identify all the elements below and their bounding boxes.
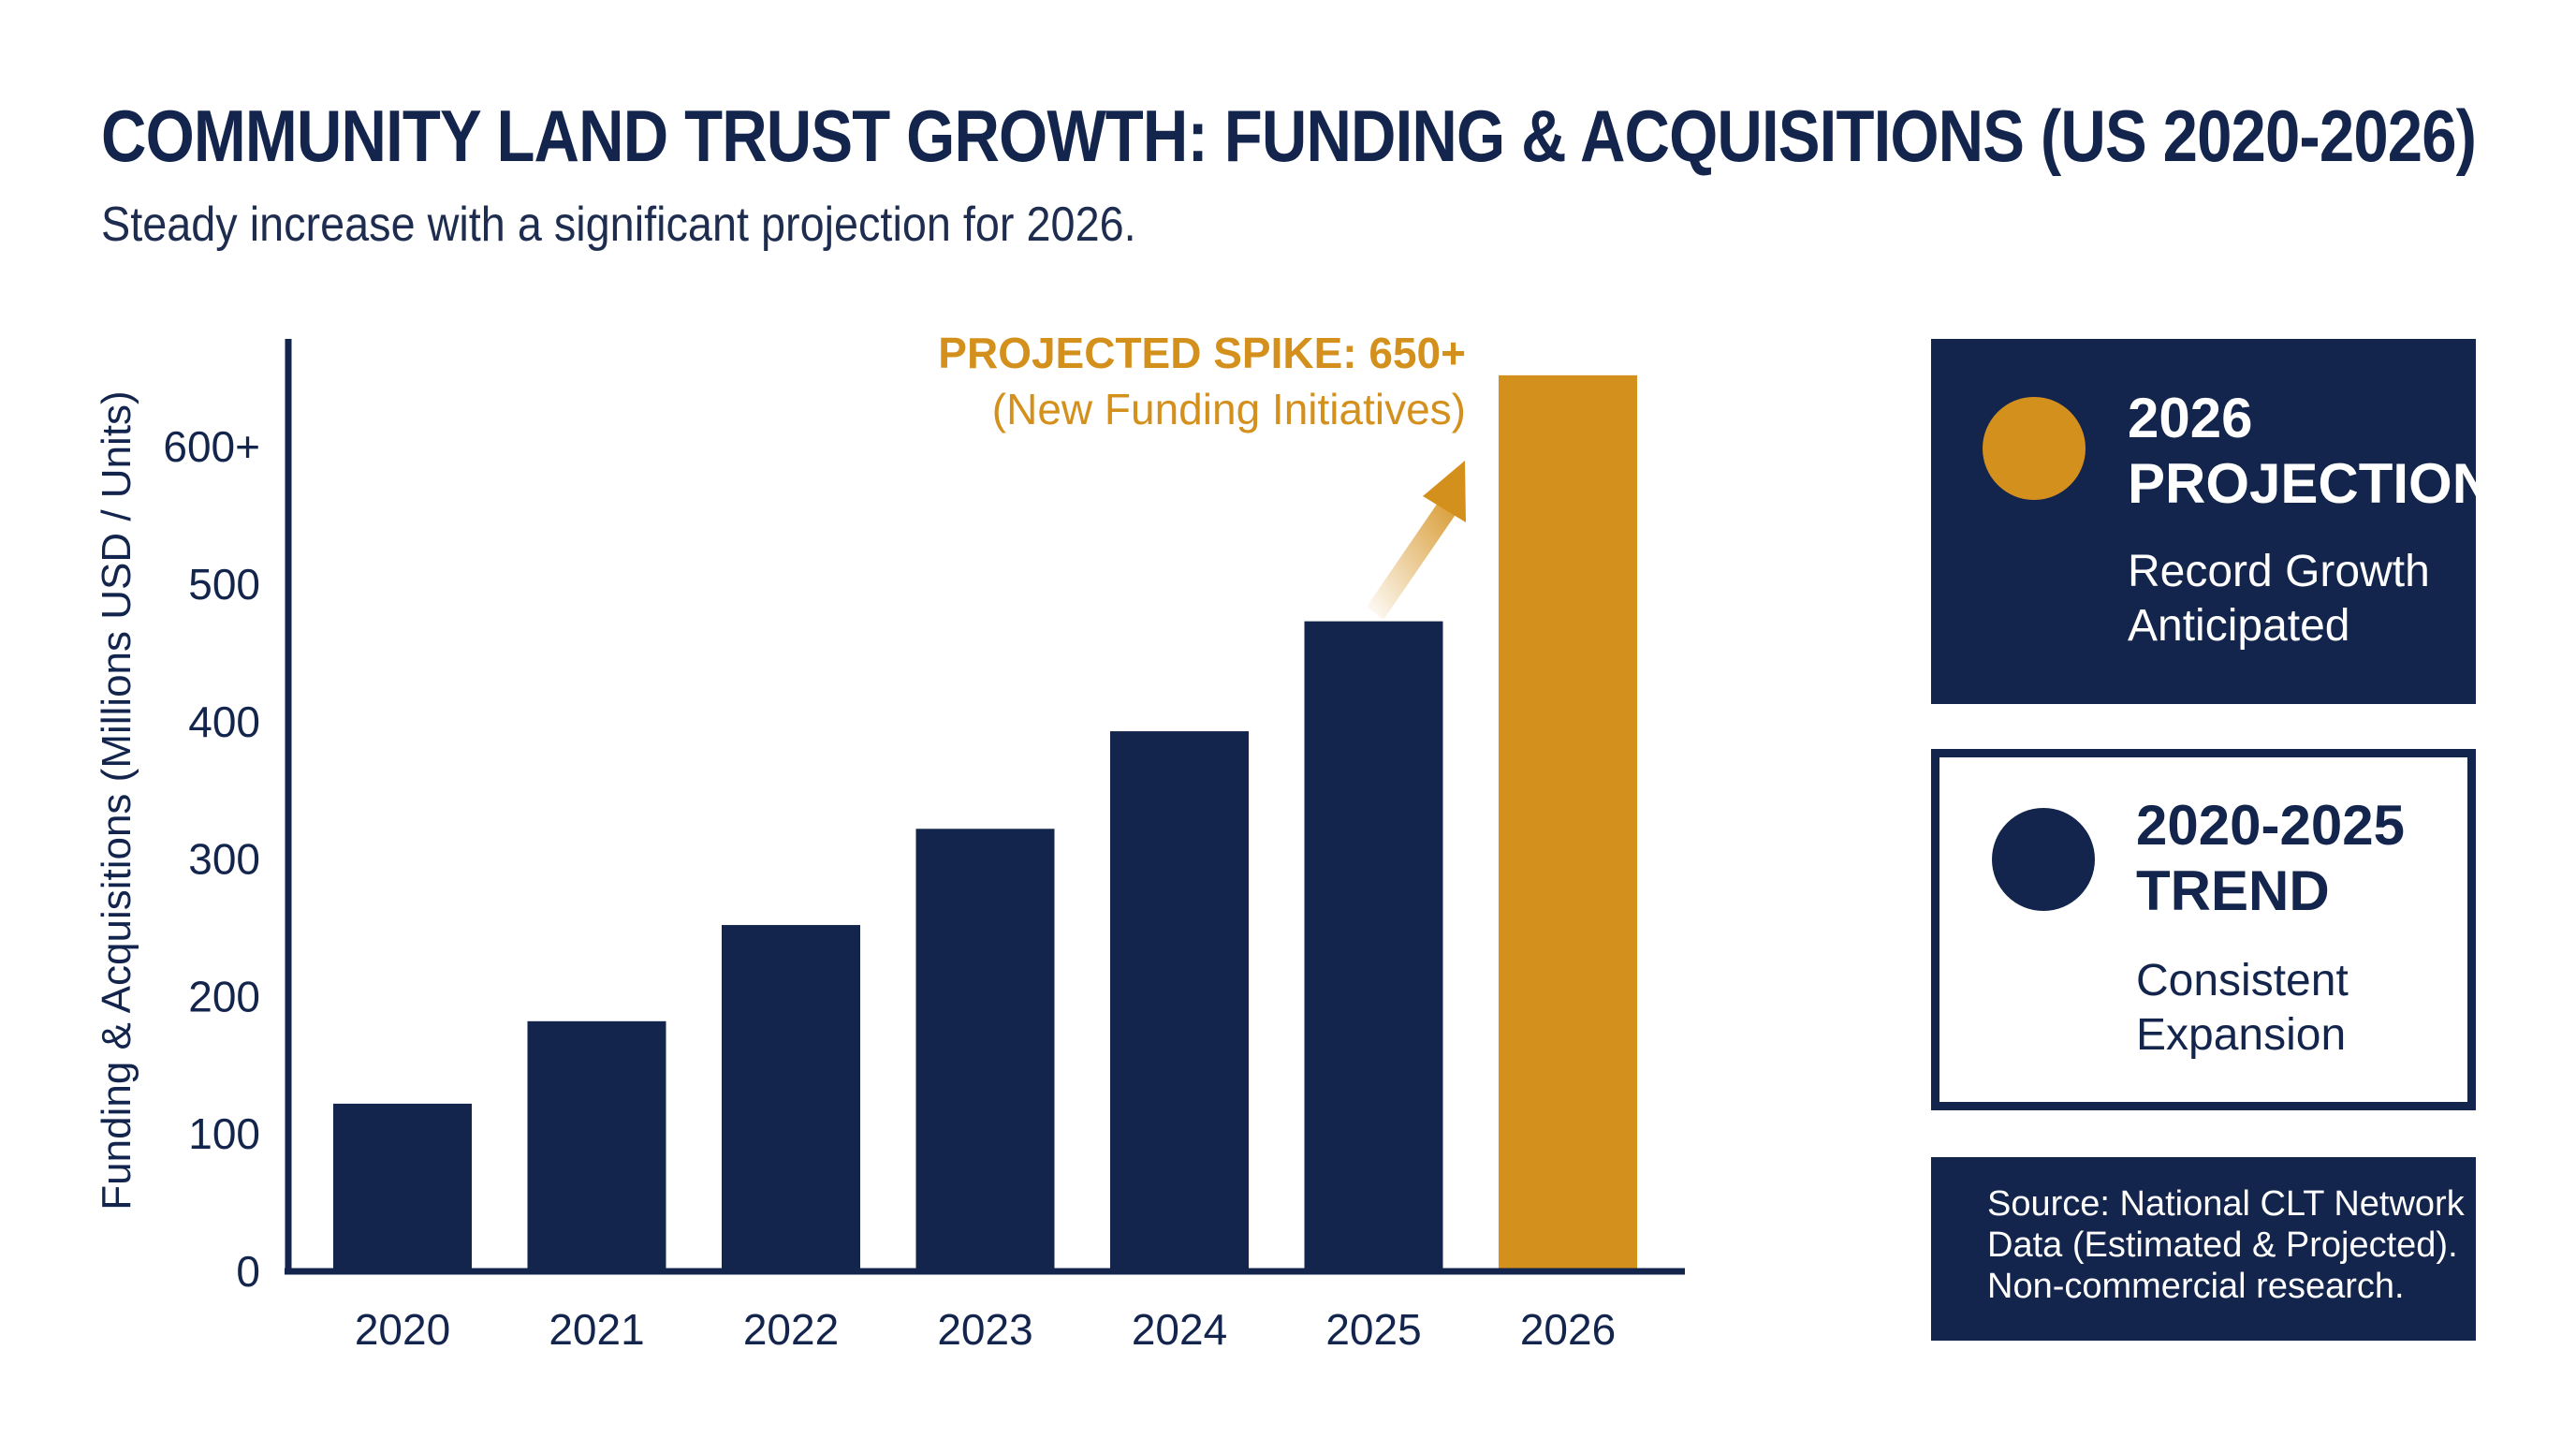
bar-2026 <box>1499 374 1637 1271</box>
y-tick-label: 400 <box>188 697 260 746</box>
bar-chart: 0 100 200 300 400 500 600+ 2020 2021 2022 2023 202… <box>163 339 1685 1354</box>
legend-trend-description: Consistent Expansion <box>2136 956 2349 1060</box>
chart-title: COMMUNITY LAND TRUST GROWTH: FUNDING & A… <box>101 95 2477 177</box>
legend-trend-title: 2020-2025 TREND <box>2136 794 2405 922</box>
x-tick-label-2021: 2021 <box>549 1305 644 1354</box>
y-tick-label: 600+ <box>163 422 260 471</box>
x-tick-label-2020: 2020 <box>355 1305 450 1354</box>
bar-2025 <box>1304 621 1443 1271</box>
navy-dot-icon <box>1992 808 2095 911</box>
y-axis-label: Funding & Acquisitions (Millions USD / U… <box>94 390 139 1211</box>
y-tick-label: 300 <box>188 835 260 884</box>
bar-2024 <box>1110 731 1249 1271</box>
gold-dot-icon <box>1983 397 2086 500</box>
source-panel: Source: National CLT Network Data (Estim… <box>1931 1157 2476 1341</box>
bar-2022 <box>722 925 860 1271</box>
x-tick-label-2022: 2022 <box>743 1305 839 1354</box>
legend-projection-title: 2026 PROJECTION <box>2128 387 2494 515</box>
source-text: Source: National CLT Network Data (Estim… <box>1987 1184 2465 1306</box>
y-tick-label: 100 <box>188 1109 260 1158</box>
y-tick-label: 200 <box>188 972 260 1020</box>
x-tick-label-2026: 2026 <box>1520 1305 1616 1354</box>
legend-projection-description: Record Growth Anticipated <box>2128 547 2430 651</box>
y-tick-label: 500 <box>188 560 260 609</box>
legend-trend-panel: 2020-2025 TREND Consistent Expansion <box>1931 749 2476 1110</box>
x-tick-label-2024: 2024 <box>1132 1305 1227 1354</box>
spike-arrow <box>1367 461 1466 620</box>
y-tick-label: 0 <box>236 1247 260 1296</box>
spike-annotation-sub: (New Funding Initiatives) <box>991 385 1466 433</box>
spike-annotation: PROJECTED SPIKE: 650+ (New Funding Initi… <box>938 328 1466 434</box>
chart-subtitle: Steady increase with a significant proje… <box>101 198 1136 252</box>
legend-projection-panel: 2026 PROJECTION Record Growth Anticipate… <box>1931 339 2493 704</box>
spike-annotation-main: PROJECTED SPIKE: 650+ <box>938 329 1466 377</box>
x-tick-label-2025: 2025 <box>1325 1305 1421 1354</box>
bar-2021 <box>527 1020 666 1271</box>
x-tick-label-2023: 2023 <box>937 1305 1032 1354</box>
bar-2020 <box>333 1103 472 1271</box>
bar-2023 <box>915 829 1055 1271</box>
